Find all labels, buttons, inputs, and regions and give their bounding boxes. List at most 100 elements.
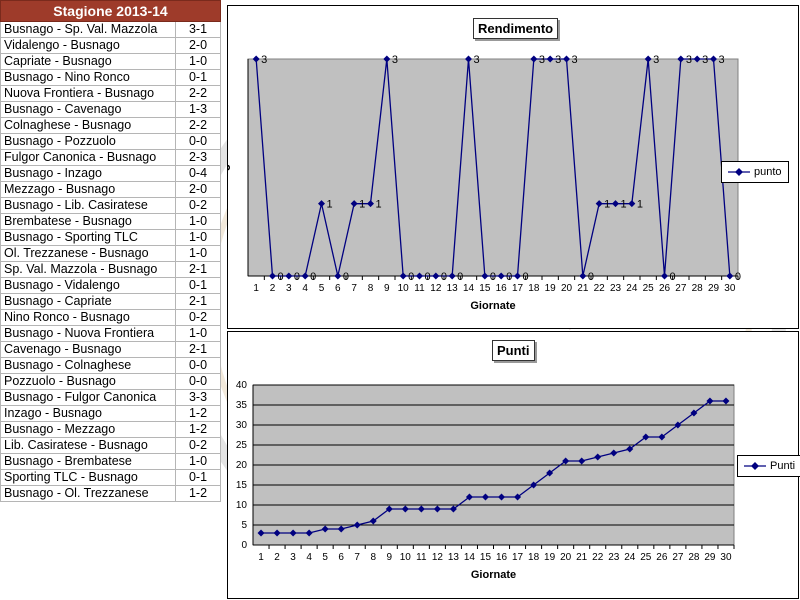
data-point [722, 397, 730, 405]
score-cell: 0-0 [175, 357, 221, 374]
score-cell: 1-0 [175, 325, 221, 342]
x-tick-label: 9 [384, 283, 390, 294]
data-point [661, 272, 668, 280]
data-point [285, 272, 293, 280]
score-cell: 0-0 [175, 133, 221, 150]
data-point [674, 421, 682, 429]
score-cell: 3-1 [175, 21, 221, 38]
data-point [334, 272, 342, 280]
x-tick-label: 21 [576, 552, 588, 563]
x-tick-label: 18 [528, 283, 540, 294]
x-tick-label: 4 [302, 283, 308, 294]
x-tick-label: 27 [672, 552, 684, 563]
data-point [432, 272, 440, 280]
data-point [546, 469, 554, 477]
table-row: Busnago - Colnaghese 0-0 [0, 357, 221, 374]
table-row: Ol. Trezzanese - Busnago 1-0 [0, 245, 221, 262]
score-cell: 0-1 [175, 469, 221, 486]
data-point [273, 529, 281, 537]
data-label: 3 [539, 54, 545, 66]
data-point [305, 529, 313, 537]
y-axis-label: 3 [228, 164, 233, 170]
data-point [514, 493, 522, 501]
table-row: Busnago - Cavenago 1-3 [0, 101, 221, 118]
x-tick-label: 14 [463, 283, 475, 294]
data-point [530, 481, 538, 489]
data-point [465, 55, 472, 63]
data-point [448, 272, 456, 280]
x-tick-label: 8 [370, 552, 376, 563]
data-point [353, 521, 361, 529]
data-point [497, 272, 505, 280]
score-cell: 1-0 [175, 53, 221, 70]
data-label: 1 [621, 199, 627, 211]
rendimento-legend: punto [721, 161, 789, 183]
data-point [399, 272, 407, 280]
data-point [269, 272, 276, 280]
score-cell: 0-2 [175, 197, 221, 214]
score-cell: 1-0 [175, 213, 221, 230]
data-point [465, 493, 473, 501]
y-tick-label: 5 [241, 520, 247, 531]
data-point [498, 493, 506, 501]
data-label: 1 [604, 199, 610, 211]
data-label: 0 [735, 271, 741, 283]
data-label: 0 [490, 271, 496, 283]
data-point [367, 200, 374, 208]
data-point [257, 529, 265, 537]
x-tick-label: 28 [692, 283, 704, 294]
x-tick-label: 27 [675, 283, 687, 294]
table-row: Busnago - Pozzuolo 0-0 [0, 133, 221, 150]
x-tick-label: 16 [496, 283, 508, 294]
x-tick-label: 15 [479, 283, 491, 294]
rendimento-title: Rendimento [473, 18, 559, 39]
x-axis-label: Giornate [471, 569, 516, 581]
x-tick-label: 15 [480, 552, 492, 563]
data-point [628, 200, 636, 208]
x-tick-label: 19 [544, 552, 556, 563]
x-tick-label: 20 [561, 283, 573, 294]
table-row: Busnago - Sp. Val. Mazzola 3-1 [0, 21, 221, 38]
score-cell: 2-2 [175, 85, 221, 102]
score-cell: 0-1 [175, 69, 221, 86]
rendimento-legend-label: punto [754, 166, 782, 178]
match-cell: Busnago - Brembatese [0, 453, 176, 470]
table-row: Vidalengo - Busnago 2-0 [0, 37, 221, 54]
score-cell: 2-0 [175, 181, 221, 198]
data-point [594, 453, 602, 461]
x-tick-label: 3 [286, 283, 292, 294]
data-label: 0 [310, 271, 316, 283]
data-point [726, 272, 734, 280]
x-tick-label: 11 [416, 552, 427, 563]
table-row: Busnago - Sporting TLC 1-0 [0, 229, 221, 246]
match-cell: Busnago - Lib. Casiratese [0, 197, 176, 214]
table-row: Busnago - Ol. Trezzanese 1-2 [0, 485, 221, 502]
data-point [578, 457, 586, 465]
y-tick-label: 20 [236, 460, 248, 471]
data-point [610, 449, 618, 457]
y-tick-label: 25 [236, 440, 248, 451]
x-tick-label: 7 [351, 283, 357, 294]
data-point [416, 272, 423, 280]
data-point [595, 200, 603, 208]
legend-marker-icon [728, 168, 750, 176]
x-tick-label: 5 [319, 283, 325, 294]
x-tick-label: 22 [594, 283, 606, 294]
y-tick-label: 15 [236, 480, 248, 491]
match-cell: Brembatese - Busnago [0, 213, 176, 230]
punti-legend: Punti [737, 455, 800, 477]
data-point [644, 55, 652, 63]
data-label: 3 [392, 54, 398, 66]
legend-marker-icon [744, 462, 766, 470]
table-row: Brembatese - Busnago 1-0 [0, 213, 221, 230]
data-point [481, 493, 489, 501]
x-tick-label: 25 [640, 552, 652, 563]
data-point [481, 272, 489, 280]
x-tick-label: 17 [512, 283, 524, 294]
y-tick-label: 0 [241, 540, 247, 551]
table-row: Lib. Casiratese - Busnago 0-2 [0, 437, 221, 454]
table-row: Mezzago - Busnago 2-0 [0, 181, 221, 198]
match-cell: Busnago - Capriate [0, 293, 176, 310]
table-row: Busnago - Nuova Frontiera 1-0 [0, 325, 221, 342]
table-row: Busnago - Brembatese 1-0 [0, 453, 221, 470]
